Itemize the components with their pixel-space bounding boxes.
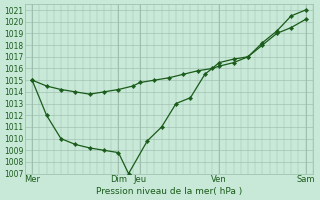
X-axis label: Pression niveau de la mer( hPa ): Pression niveau de la mer( hPa ) [96, 187, 242, 196]
